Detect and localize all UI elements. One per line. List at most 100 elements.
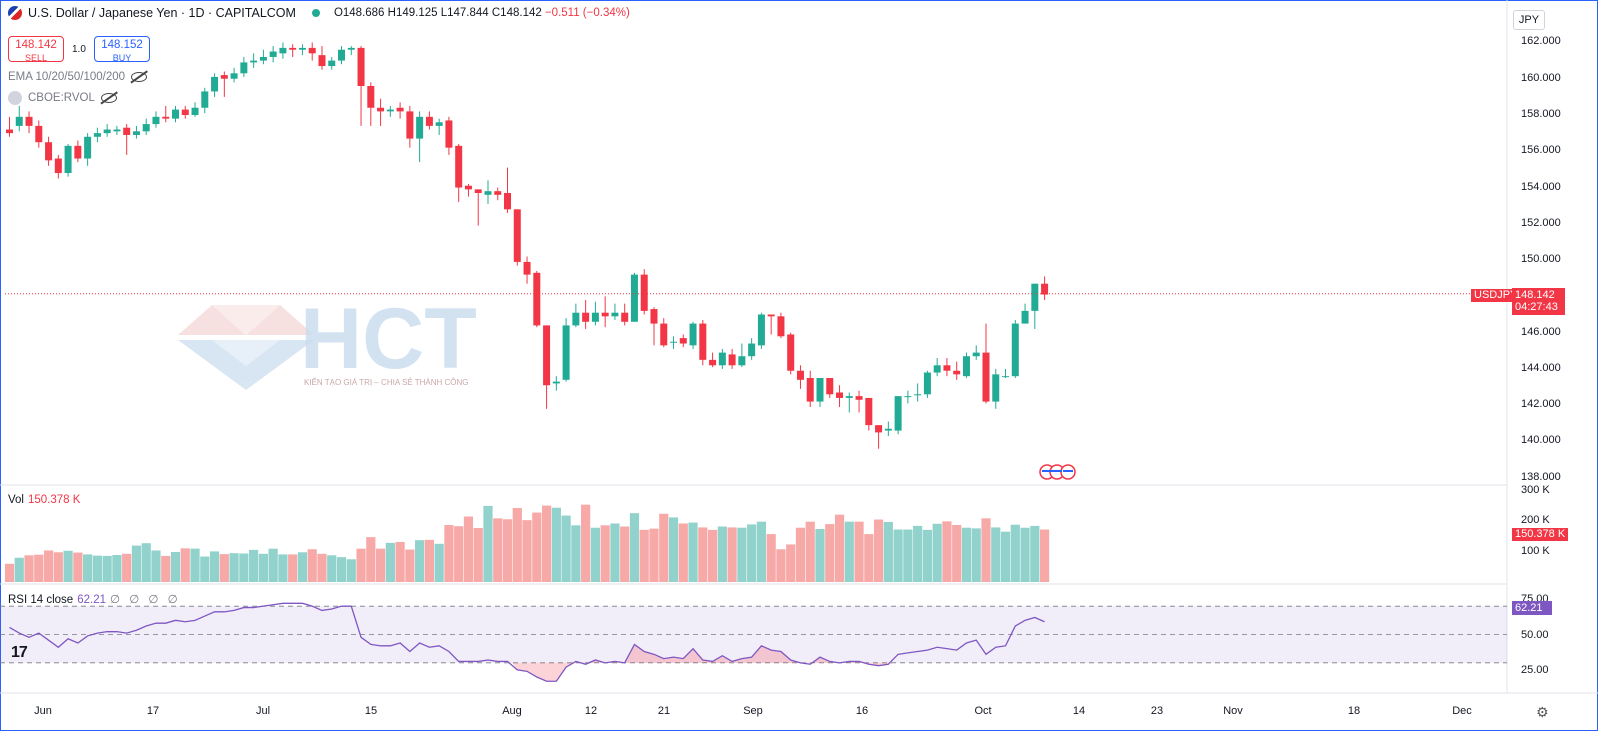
volume-bar [483,505,493,582]
symbol-header: U.S. Dollar / Japanese Yen · 1D · CAPITA… [8,6,630,20]
volume-bar [288,554,298,582]
volume-bar [756,521,767,582]
volume-bar [141,543,151,582]
volume-bar [834,514,845,582]
volume-bar [209,551,220,582]
price-tick-label: 144.000 [1521,361,1561,374]
candle-body [543,325,551,386]
usd-jpy-flag-icon [8,6,22,20]
volume-bar [551,507,561,582]
time-tick-label: Jun [34,705,52,717]
candle-body [142,124,150,132]
symbol-title[interactable]: U.S. Dollar / Japanese Yen · 1D · CAPITA… [28,6,296,20]
volume-bar [102,555,112,582]
volume-bar [1039,529,1050,582]
candle-body [562,325,570,380]
candle-body [875,425,883,433]
hidden-eye-icon[interactable] [131,72,148,82]
volume-bar [502,519,513,582]
volume-bar [854,521,864,582]
volume-bar [600,525,610,582]
price-tick-label: 142.000 [1521,398,1561,411]
candle-body [640,274,648,311]
candle-body [826,377,834,395]
hidden-eye-icon[interactable] [100,93,117,103]
sell-price: 148.142 [15,39,57,51]
rsi-value: 62.21 [77,594,106,606]
buy-label: BUY [112,53,132,63]
volume-bar [747,524,757,582]
volume-bar [873,519,884,582]
candle-body [709,359,717,366]
price-tick-label: 162.000 [1521,35,1561,48]
volume-bar [297,552,308,582]
currency-button[interactable]: JPY [1513,10,1545,30]
candle-body [738,356,746,366]
time-tick-label: 23 [1150,705,1164,717]
candle-body [181,109,189,116]
volume-bar [444,524,454,582]
tradingview-logo[interactable]: 17 [11,644,28,661]
candle-body [416,116,424,139]
candle-body [767,314,775,317]
rvol-indicator-legend[interactable]: CBOE:RVOL [8,91,117,105]
volume-bar [629,513,640,582]
cboe-logo-icon [8,91,22,105]
price-tick-label: 140.000 [1521,434,1561,447]
volume-legend[interactable]: Vol 150.378 K [8,494,80,506]
volume-bar [493,518,503,582]
candle-body [533,272,541,326]
candle-body [718,352,726,366]
candle-body [464,185,472,190]
volume-bar [249,549,259,582]
time-tick-label: 21 [657,705,671,717]
candle-body [601,312,609,317]
volume-bar [1030,525,1040,582]
buy-price: 148.152 [101,39,143,51]
volume-bar [561,515,571,582]
volume-bar [463,516,474,582]
volume-bar [200,556,210,582]
candle-body [953,370,961,375]
rvol-label: CBOE:RVOL [28,92,95,104]
buy-button[interactable]: 148.152 BUY [94,36,150,63]
volume-bar [375,548,386,582]
time-tick-label: Nov [1223,705,1243,717]
candle-body [289,47,297,50]
volume-bar [336,557,347,582]
candle-body [787,334,795,371]
event-flag-stripe [1063,470,1073,472]
volume-bar [346,559,356,582]
grid-lines [0,0,1598,694]
ema-indicator-legend[interactable]: EMA 10/20/50/100/200 [8,71,148,83]
candle-body [298,47,306,50]
candle-body [621,312,629,322]
hct-watermark-logo [178,305,314,390]
sell-button[interactable]: 148.142 SELL [8,36,64,63]
volume-bar [43,550,54,582]
rsi-legend[interactable]: RSI 14 close 62.21 ∅ ∅ ∅ ∅ [8,592,181,606]
candle-body [572,312,580,326]
time-tick-label: 18 [1347,705,1361,717]
change-value: −0.511 (−0.34%) [544,7,630,19]
candle-body [396,107,404,112]
price-tick-label: 156.000 [1521,144,1561,157]
volume-bar [932,523,942,582]
volume-bar [1010,524,1020,582]
candle-body [689,323,697,346]
volume-bar [317,553,327,582]
candle-body [611,312,619,317]
volume-bar [532,512,542,582]
volume-bar [112,555,122,582]
candle-body [250,60,258,63]
candle-body [630,274,638,322]
candle-body [93,133,101,137]
volume-bar [1020,527,1030,582]
volume-bar [434,543,444,582]
volume-bar [737,527,747,582]
market-open-icon [311,9,320,17]
settings-gear-icon[interactable]: ⚙ [1536,704,1549,720]
spread-value: 1.0 [72,44,86,55]
volume-bar [278,554,288,582]
